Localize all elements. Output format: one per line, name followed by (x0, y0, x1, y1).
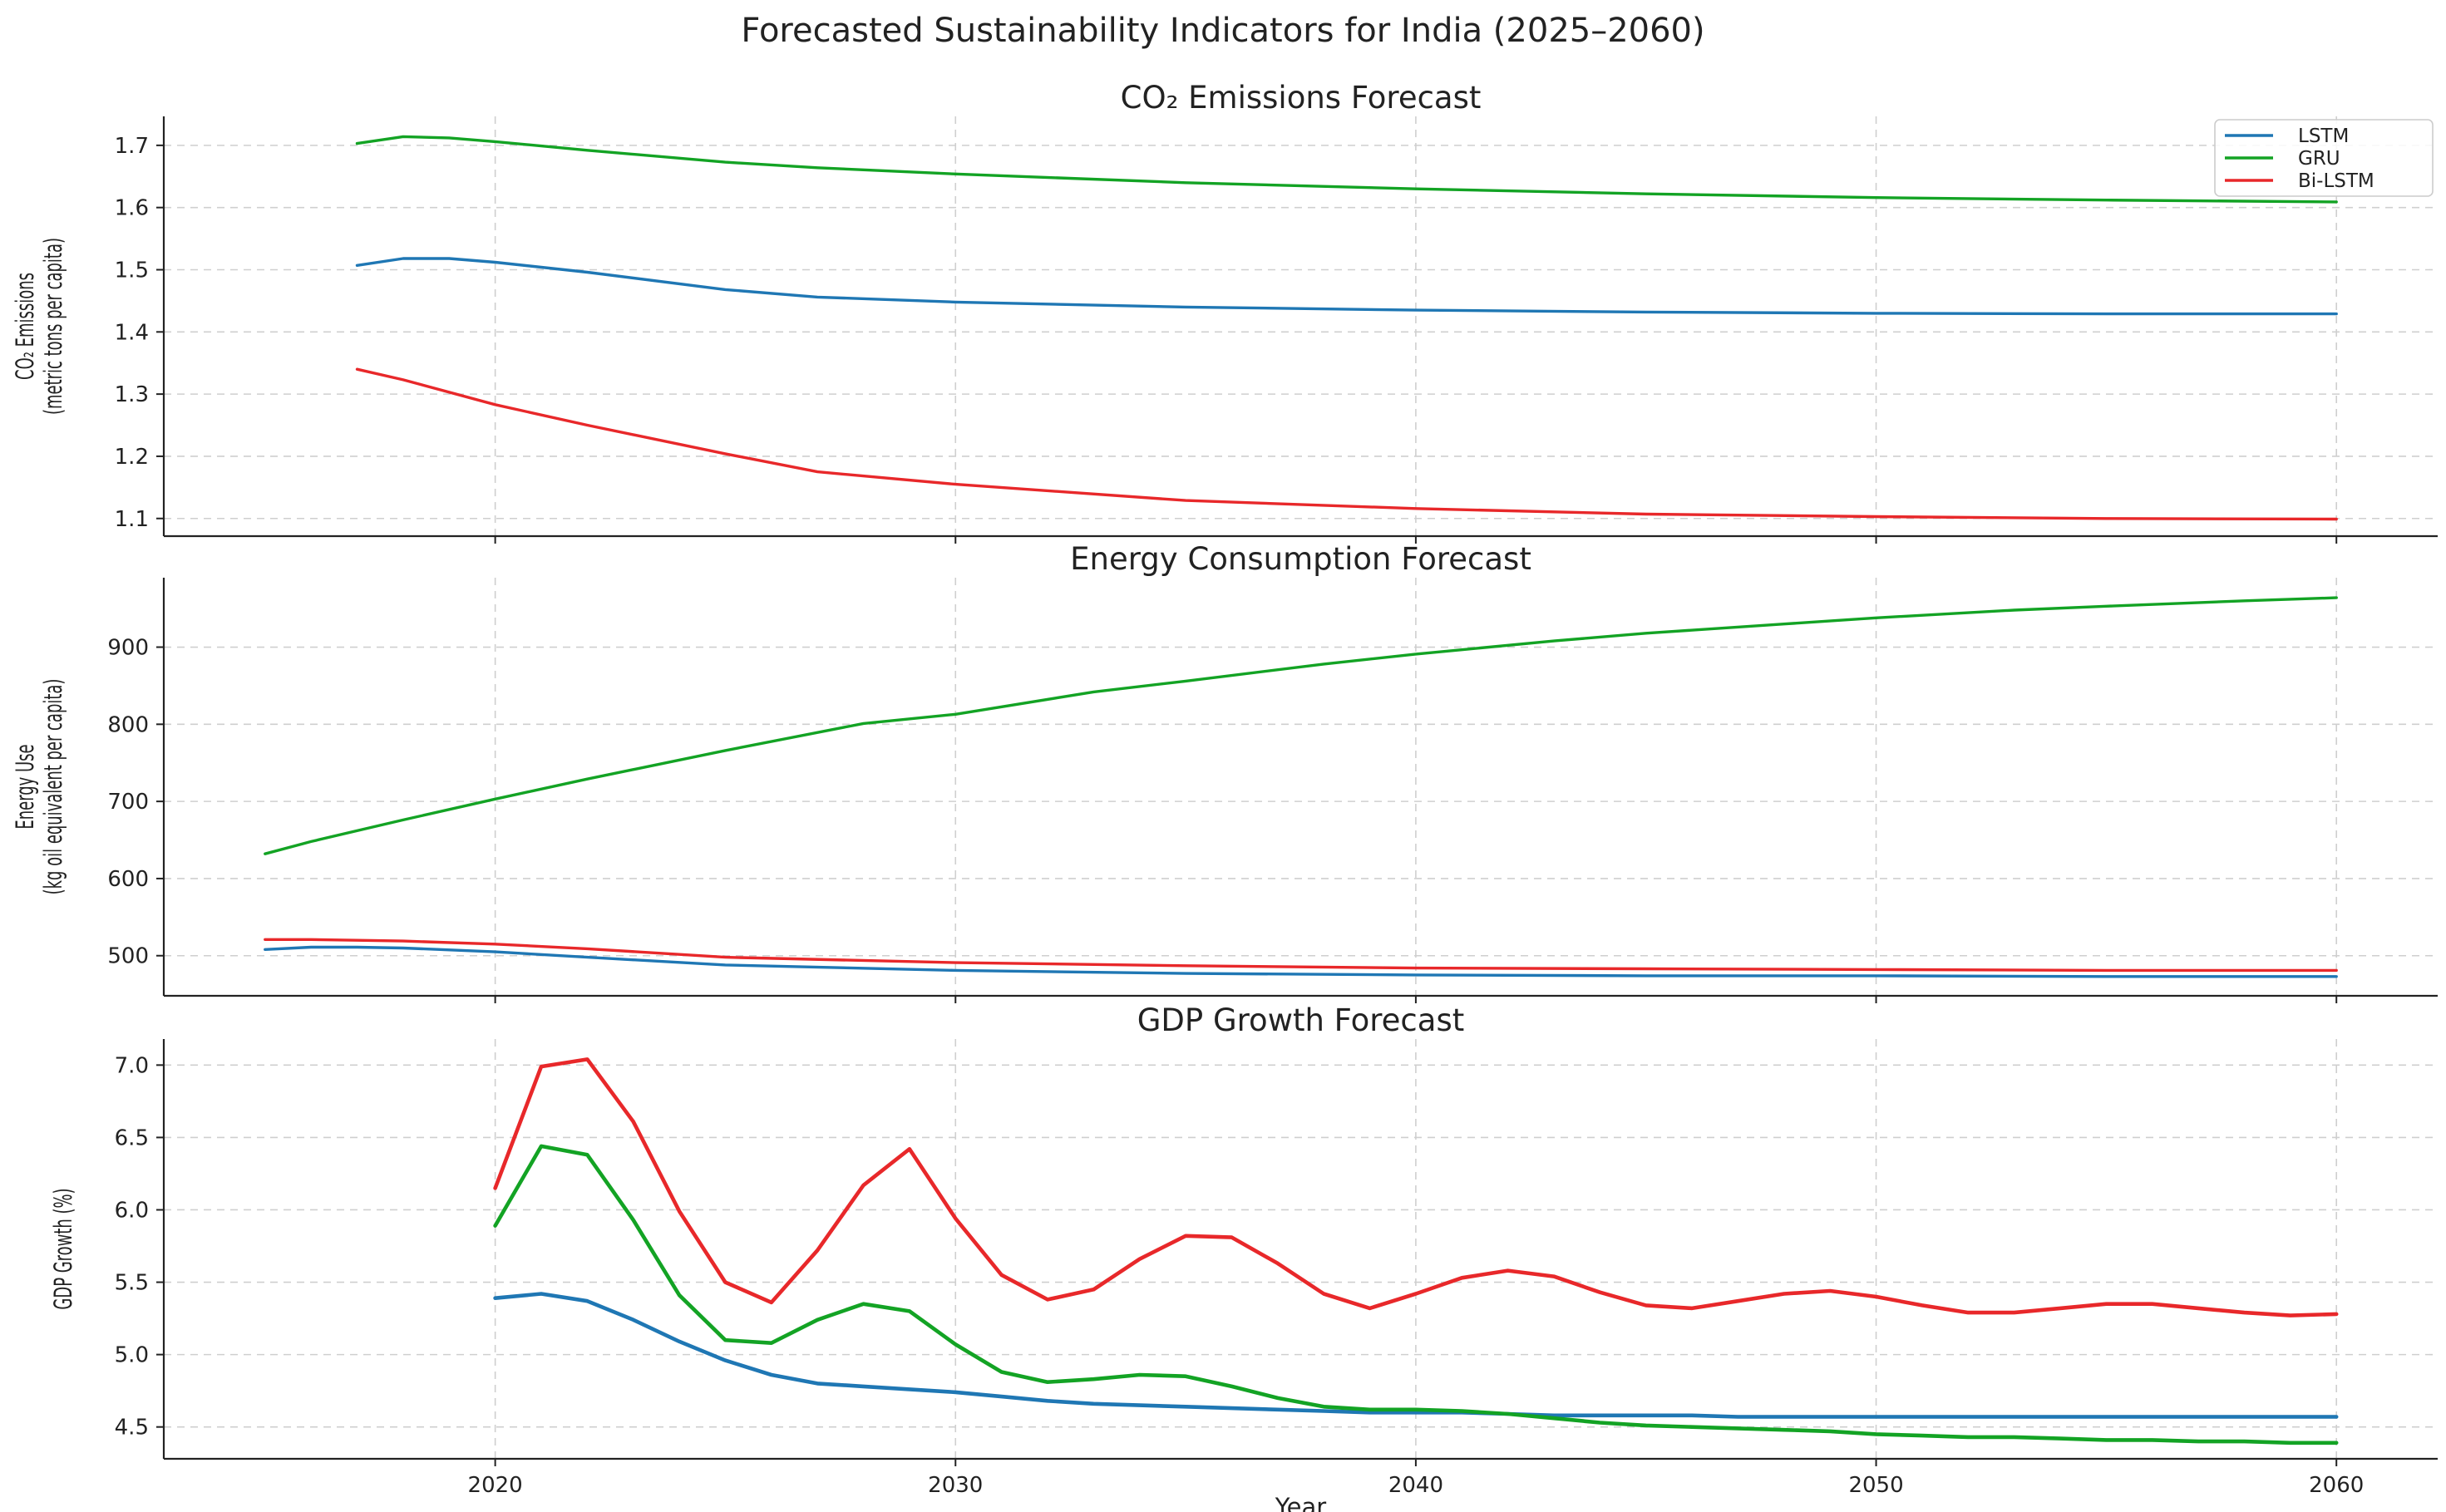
legend-label-lstm: LSTM (2298, 126, 2349, 147)
series-line-gru (264, 596, 2338, 855)
y-tick-label: 1.2 (115, 445, 149, 470)
y-tick-label: 1.7 (115, 134, 149, 159)
y-axis-label: GDP Growth (%) (50, 1188, 78, 1309)
x-tick-label: 2020 (468, 1473, 523, 1498)
chart-title: CO₂ Emissions Forecast (1121, 80, 1482, 116)
y-tick-label: 800 (107, 712, 149, 737)
x-tick-label: 2040 (1388, 1473, 1443, 1498)
chart-panel-2: 500 600 700 800 900 Energy Consumption Foreca… (12, 541, 2438, 1003)
chart-panels: 1.1 1.2 1.3 1.4 1.5 1.6 1.7 CO₂ Emissions Forec… (12, 80, 2438, 1512)
x-tick-label: 2030 (928, 1473, 983, 1498)
series-line-gru (493, 1144, 2339, 1446)
y-tick-label: 4.5 (115, 1416, 149, 1441)
y-tick-label: 500 (107, 944, 149, 969)
y-tick-label: 1.1 (115, 507, 149, 532)
series-line-lstm (264, 945, 2338, 978)
chart-panel-3: 4.5 5.0 5.5 6.0 6.5 7.0 2020 2030 2040 2050 2060 GD… (50, 1002, 2438, 1512)
y-tick-label: 900 (107, 636, 149, 661)
y-tick-label: 5.0 (115, 1343, 149, 1368)
series-line-bi-lstm (493, 1057, 2339, 1317)
y-axis-label: Energy Use(kg oil equivalent per capita) (12, 679, 68, 895)
series-line-lstm (493, 1292, 2339, 1419)
y-tick-label: 6.0 (115, 1198, 149, 1223)
legend-label-bi-lstm: Bi-LSTM (2298, 170, 2374, 192)
y-tick-label: 5.5 (115, 1271, 149, 1296)
y-tick-label: 7.0 (115, 1053, 149, 1078)
series-line-gru (355, 135, 2338, 204)
legend-frame (2214, 119, 2434, 197)
series-line-bi-lstm (355, 367, 2338, 521)
y-tick-label: 600 (107, 867, 149, 892)
y-tick-label: 1.3 (115, 382, 149, 407)
series-line-lstm (355, 257, 2338, 316)
series-line-bi-lstm (264, 938, 2338, 973)
chart-panel-1: 1.1 1.2 1.3 1.4 1.5 1.6 1.7 CO₂ Emissions Forec… (12, 80, 2438, 544)
y-tick-label: 1.5 (115, 258, 149, 283)
y-axis-label: CO₂ Emissions(metric tons per capita) (12, 238, 68, 415)
x-tick-label: 2060 (2309, 1473, 2364, 1498)
y-tick-label: 700 (107, 790, 149, 815)
legend-label-gru: GRU (2298, 148, 2340, 170)
chart-title: GDP Growth Forecast (1137, 1002, 1465, 1038)
chart-title: Energy Consumption Forecast (1070, 541, 1531, 577)
y-tick-label: 6.5 (115, 1125, 149, 1150)
y-tick-label: 1.6 (115, 196, 149, 221)
y-tick-label: 1.4 (115, 320, 149, 345)
x-axis-label: Year (1275, 1493, 1326, 1512)
x-tick-label: 2050 (1848, 1473, 1903, 1498)
figure-suptitle: Forecasted Sustainability Indicators for… (741, 12, 1704, 50)
